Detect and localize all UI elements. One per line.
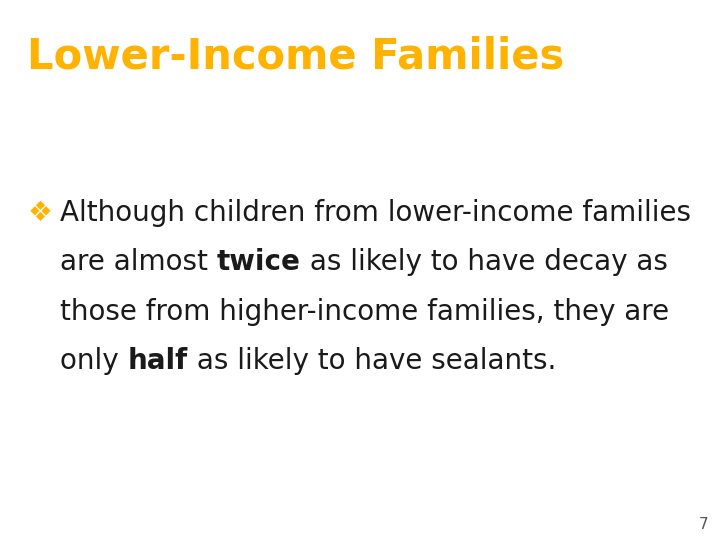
Text: those from higher-income families, they are: those from higher-income families, they … — [60, 298, 669, 326]
Text: half: half — [127, 347, 188, 375]
Text: as likely to have sealants.: as likely to have sealants. — [188, 347, 556, 375]
Text: ❖: ❖ — [28, 199, 53, 227]
Text: Lower-Income Families: Lower-Income Families — [27, 36, 564, 78]
Text: 7: 7 — [698, 517, 708, 532]
Text: only: only — [60, 347, 127, 375]
Text: as likely to have decay as: as likely to have decay as — [301, 248, 667, 276]
Text: Although children from lower-income families: Although children from lower-income fami… — [60, 199, 691, 227]
Text: twice: twice — [217, 248, 301, 276]
Text: are almost: are almost — [60, 248, 217, 276]
